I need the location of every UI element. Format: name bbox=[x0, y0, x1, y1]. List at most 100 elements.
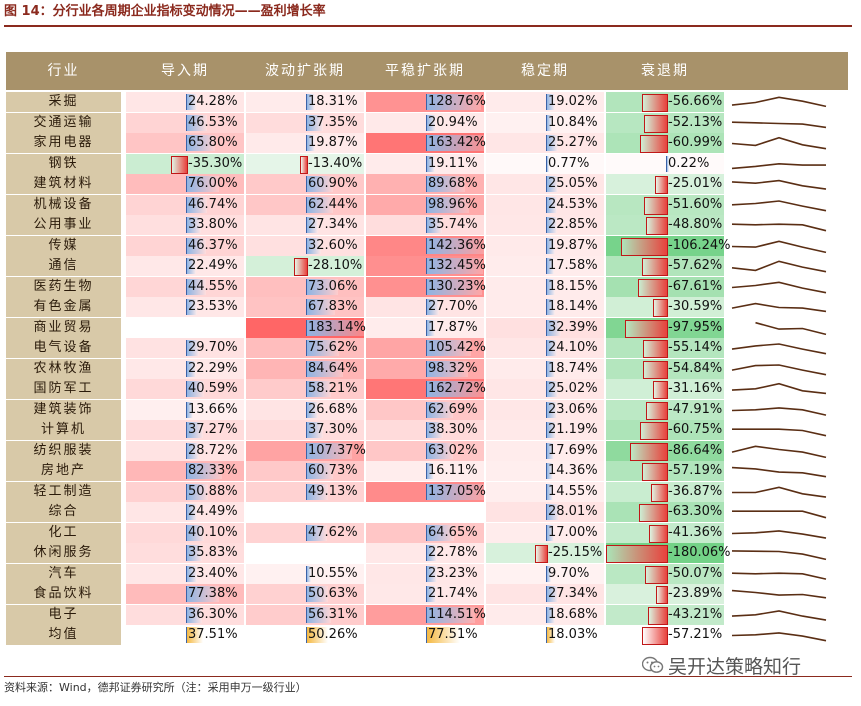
value-cell: 0.77% bbox=[486, 153, 604, 174]
trend-sparkline bbox=[731, 136, 827, 150]
value-label: -57.21% bbox=[668, 627, 723, 642]
data-bar bbox=[546, 463, 554, 479]
value-cell: 14.55% bbox=[486, 481, 604, 502]
trend-sparkline bbox=[731, 571, 827, 580]
trend-sparkline bbox=[731, 406, 827, 416]
sparkline-path bbox=[732, 510, 827, 519]
industry-label: 房地产 bbox=[6, 461, 121, 481]
data-bar bbox=[637, 278, 668, 297]
value-label: -60.75% bbox=[668, 422, 723, 437]
value-cell: 35.83% bbox=[126, 543, 244, 563]
value-label: -25.15% bbox=[548, 545, 603, 560]
value-cell: 47.62% bbox=[246, 522, 364, 543]
table-row: 有色金属 23.53% 67.83% 27.70% 18.14% -30.59% bbox=[6, 297, 848, 317]
value-cell: -30.59% bbox=[606, 297, 724, 317]
data-bar bbox=[546, 442, 555, 459]
data-bar bbox=[546, 401, 557, 418]
data-bar bbox=[426, 278, 482, 295]
value-cell: 37.51% bbox=[126, 625, 244, 645]
value-label: -180.06% bbox=[668, 545, 731, 560]
data-bar bbox=[306, 319, 365, 336]
data-bar bbox=[186, 422, 203, 438]
data-bar bbox=[186, 196, 207, 213]
value-cell: -57.62% bbox=[606, 256, 724, 276]
trend-sparkline bbox=[731, 550, 827, 561]
data-bar bbox=[640, 135, 668, 153]
data-bar bbox=[186, 545, 203, 561]
data-bar bbox=[426, 360, 469, 377]
value-cell: 162.72% bbox=[366, 379, 486, 399]
data-bar bbox=[546, 217, 557, 233]
value-label: 163.42% bbox=[428, 135, 486, 150]
value-label: 50.88% bbox=[188, 483, 238, 499]
value-label: 0.22% bbox=[668, 155, 710, 171]
industry-label: 通信 bbox=[6, 256, 121, 276]
value-cell: 17.69% bbox=[486, 440, 604, 461]
trend-sparkline bbox=[731, 632, 827, 642]
value-cell: 28.72% bbox=[126, 440, 244, 461]
value-cell: 50.88% bbox=[126, 481, 244, 502]
col-header-intro: 导入期 bbox=[161, 63, 209, 79]
value-cell: -25.15% bbox=[486, 543, 604, 563]
sparkline-path bbox=[731, 179, 827, 190]
col-header-stable: 稳定期 bbox=[521, 63, 569, 79]
value-cell: -180.06% bbox=[606, 543, 731, 563]
value-label: 128.76% bbox=[428, 94, 486, 109]
value-label: -57.62% bbox=[668, 258, 723, 273]
value-cell: -50.07% bbox=[606, 563, 724, 584]
industry-label: 医药生物 bbox=[6, 276, 121, 297]
value-label: 37.27% bbox=[188, 422, 238, 437]
sparkline-path bbox=[755, 321, 827, 335]
value-cell bbox=[366, 502, 484, 522]
value-label: 23.23% bbox=[428, 565, 478, 581]
bottom-rule bbox=[4, 676, 852, 677]
data-bar bbox=[306, 627, 329, 643]
source-note: 资料来源：Wind，德邦证券研究所（注：采用申万一级行业） bbox=[4, 681, 307, 694]
value-cell: 60.73% bbox=[246, 461, 364, 481]
industry-label: 食品饮料 bbox=[6, 584, 121, 604]
value-label: 98.32% bbox=[428, 360, 478, 376]
data-bar bbox=[426, 381, 485, 397]
value-label: 49.13% bbox=[308, 483, 358, 499]
sparkline-path bbox=[731, 589, 827, 599]
trend-sparkline bbox=[731, 589, 827, 599]
industry-label: 均值 bbox=[6, 625, 121, 645]
value-label: -97.95% bbox=[668, 319, 723, 335]
value-cell: 21.74% bbox=[366, 584, 484, 604]
value-label: 56.31% bbox=[308, 606, 358, 622]
sparkline-path bbox=[731, 609, 827, 621]
data-bar bbox=[546, 565, 552, 582]
data-bar bbox=[642, 360, 668, 379]
value-cell: -28.10% bbox=[246, 256, 364, 276]
value-cell: 25.02% bbox=[486, 379, 604, 399]
sparkline-path bbox=[731, 302, 827, 313]
table-row: 公用事业 33.80% 27.34% 35.74% 22.85% -48.80% bbox=[6, 215, 848, 235]
data-bar bbox=[546, 483, 554, 500]
value-label: 84.64% bbox=[308, 360, 358, 376]
data-bar bbox=[644, 565, 668, 584]
value-cell: 67.83% bbox=[246, 297, 364, 317]
data-bar bbox=[621, 237, 668, 256]
data-bar bbox=[306, 381, 332, 397]
sparkline-path bbox=[731, 363, 827, 375]
data-bar bbox=[426, 217, 442, 233]
value-cell bbox=[246, 543, 364, 563]
data-bar bbox=[186, 299, 197, 315]
value-label: 105.42% bbox=[428, 340, 486, 355]
data-bar bbox=[186, 483, 209, 500]
sparkline-path bbox=[732, 428, 827, 437]
value-cell: 37.35% bbox=[246, 112, 364, 133]
value-label: 35.83% bbox=[188, 545, 238, 560]
value-cell: 107.37% bbox=[246, 440, 366, 461]
table-row: 国防军工 40.59% 58.21% 162.72% 25.02% -31.16% bbox=[6, 379, 848, 399]
value-label: 107.37% bbox=[308, 442, 366, 458]
value-label: 27.34% bbox=[548, 586, 598, 601]
value-label: -63.30% bbox=[668, 504, 723, 519]
value-label: 24.49% bbox=[188, 504, 238, 519]
table-row: 医药生物 44.55% 73.06% 130.23% 18.15% -67.61% bbox=[6, 276, 848, 297]
value-cell: 82.33% bbox=[126, 461, 244, 481]
sparkline-path bbox=[731, 239, 827, 253]
data-bar bbox=[546, 360, 555, 377]
value-cell: 137.05% bbox=[366, 481, 486, 502]
value-cell: 128.76% bbox=[366, 92, 486, 112]
